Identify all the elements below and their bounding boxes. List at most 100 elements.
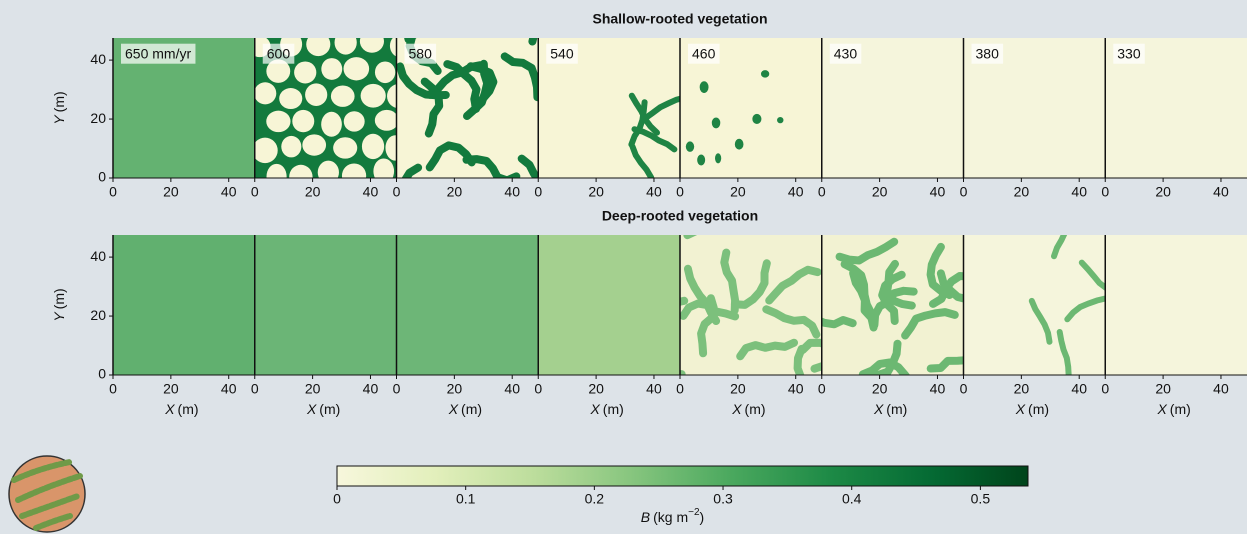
y-tick-label: 0: [98, 169, 106, 185]
colorbar-tick-label: 0.4: [842, 491, 862, 507]
colorbar-tick-label: 0.5: [971, 491, 991, 507]
pattern-spot: [715, 153, 721, 163]
x-tick-label: 40: [930, 381, 946, 397]
x-tick-label: 40: [1213, 184, 1229, 200]
panel-field: [255, 235, 397, 375]
x-tick-label: 20: [447, 381, 463, 397]
pattern-gap: [375, 61, 395, 83]
panel: [255, 235, 397, 375]
x-tick-label: 20: [588, 381, 604, 397]
x-axis-unit: (m): [745, 401, 766, 417]
x-axis-symbol: X: [589, 401, 600, 417]
x-tick-label: 20: [730, 184, 746, 200]
pattern-gap: [254, 82, 276, 104]
x-tick-label: 20: [730, 381, 746, 397]
y-axis-symbol: Y: [51, 311, 67, 322]
x-tick-label: 40: [646, 184, 662, 200]
panel-label: 600: [267, 46, 291, 62]
colorbar-close: ): [700, 509, 705, 525]
x-axis-label: X(m): [306, 401, 340, 417]
x-tick-label: 20: [163, 381, 179, 397]
pattern-spot: [752, 114, 761, 124]
pattern-gap: [321, 112, 342, 137]
x-axis-symbol: X: [1015, 401, 1026, 417]
pattern-band: [361, 19, 408, 39]
x-tick-label: 40: [221, 184, 237, 200]
x-axis-symbol: X: [731, 401, 742, 417]
panel-label: 330: [1117, 46, 1141, 62]
colorbar-tick-label: 0.2: [585, 491, 605, 507]
x-axis-label: X(m): [1156, 401, 1190, 417]
panel-label: 380: [976, 46, 1000, 62]
pattern-gap: [294, 61, 316, 83]
x-tick-label: 0: [251, 184, 259, 200]
pattern-gap: [281, 136, 301, 157]
x-tick-label: 0: [251, 381, 259, 397]
colorbar: [337, 466, 1028, 486]
x-tick-label: 0: [109, 184, 117, 200]
pattern-gap: [292, 110, 314, 132]
panel: [538, 235, 680, 375]
pattern-gap: [318, 161, 339, 184]
pattern-spot: [777, 117, 783, 123]
x-tick-label: 40: [1071, 381, 1087, 397]
colorbar-tick-label: 0.3: [713, 491, 733, 507]
x-tick-label: 40: [504, 184, 520, 200]
x-tick-label: 40: [788, 184, 804, 200]
x-axis-unit: (m): [603, 401, 624, 417]
pattern-gap: [252, 138, 277, 163]
y-tick-label: 20: [90, 307, 106, 323]
y-tick-label: 40: [90, 51, 106, 67]
pattern-spot: [735, 139, 744, 150]
y-axis-label: Y(m): [51, 91, 67, 124]
x-axis-symbol: X: [448, 401, 459, 417]
y-tick-label: 20: [90, 110, 106, 126]
panel-field: [113, 235, 255, 375]
x-axis-label: X(m): [448, 401, 482, 417]
panel-field: [538, 235, 680, 375]
colorbar-symbol: B: [641, 509, 650, 525]
x-tick-label: 0: [109, 381, 117, 397]
x-axis-unit: (m): [1170, 401, 1191, 417]
pattern-gap: [344, 111, 365, 131]
pattern-spot: [712, 117, 721, 128]
x-axis-label: X(m): [731, 401, 765, 417]
row-title: Deep-rooted vegetation: [602, 208, 758, 224]
x-axis-label: X(m): [589, 401, 623, 417]
x-tick-label: 20: [872, 381, 888, 397]
pattern-gap: [361, 84, 386, 108]
colorbar-label: B(kg m−2): [641, 507, 704, 525]
colorbar-tick-label: 0.1: [456, 491, 476, 507]
x-tick-label: 0: [960, 184, 968, 200]
panel-field: [1105, 235, 1247, 375]
panel: [964, 218, 1114, 376]
panel: [1105, 235, 1247, 375]
x-tick-label: 20: [305, 381, 321, 397]
x-tick-label: 20: [1014, 184, 1030, 200]
pattern-gap: [375, 110, 399, 131]
x-tick-label: 40: [1071, 184, 1087, 200]
pattern-gap: [344, 57, 370, 80]
figure: Shallow-rooted vegetation650 mm/yr020406…: [0, 0, 1247, 534]
x-tick-label: 40: [788, 381, 804, 397]
y-tick-label: 40: [90, 248, 106, 264]
x-tick-label: 20: [163, 184, 179, 200]
pattern-band: [682, 374, 717, 415]
icon: [9, 456, 85, 532]
x-tick-label: 40: [646, 381, 662, 397]
x-axis-unit: (m): [461, 401, 482, 417]
x-tick-label: 0: [960, 381, 968, 397]
y-axis-label: Y(m): [51, 288, 67, 321]
x-axis-symbol: X: [306, 401, 317, 417]
x-tick-label: 40: [504, 381, 520, 397]
pattern-gap: [360, 30, 384, 53]
x-tick-label: 0: [676, 184, 684, 200]
x-tick-label: 0: [1101, 381, 1109, 397]
x-tick-label: 20: [872, 184, 888, 200]
x-axis-label: X(m): [873, 401, 907, 417]
x-tick-label: 20: [1155, 381, 1171, 397]
x-axis-label: X(m): [1015, 401, 1049, 417]
pattern-gap: [267, 164, 287, 189]
colorbar-tick-label: 0: [333, 491, 341, 507]
x-tick-label: 0: [534, 184, 542, 200]
